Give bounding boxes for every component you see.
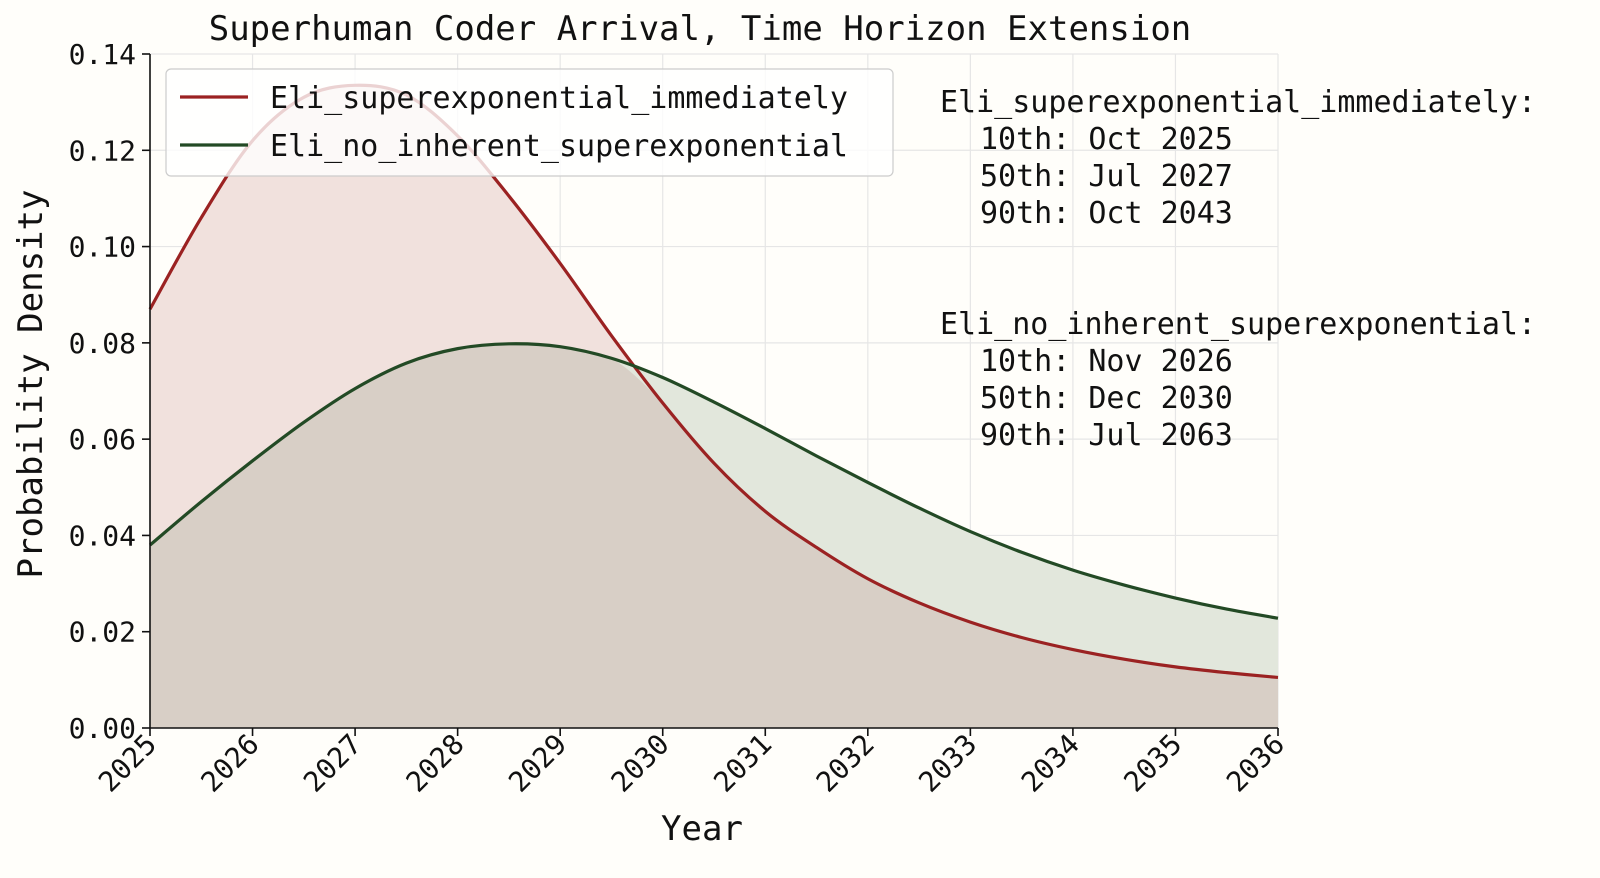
y-tick-label: 0.04 — [69, 519, 136, 552]
y-axis-ticks: 0.00 0.02 0.04 0.06 0.08 0.10 0.12 0.14 — [69, 38, 150, 745]
area-fills — [150, 85, 1278, 728]
annotation-p90-no-inherent: 90th: Jul 2063 — [980, 418, 1233, 453]
x-tick-label: 2036 — [1220, 728, 1291, 799]
annotation-p50-no-inherent: 50th: Dec 2030 — [980, 381, 1233, 416]
x-tick-label: 2029 — [502, 728, 573, 799]
chart-title: Superhuman Coder Arrival, Time Horizon E… — [209, 9, 1192, 49]
y-tick-label: 0.02 — [69, 616, 136, 649]
annotation-heading-no-inherent: Eli_no_inherent_superexponential: — [940, 307, 1536, 342]
area-overlap — [150, 343, 1278, 728]
x-tick-label: 2030 — [605, 728, 676, 799]
x-tick-label: 2028 — [400, 728, 471, 799]
legend-box — [165, 68, 894, 177]
annotation-p10-superexponential: 10th: Oct 2025 — [980, 122, 1233, 157]
x-tick-label: 2027 — [297, 728, 368, 799]
legend-label-no-inherent: Eli_no_inherent_superexponential — [270, 129, 848, 164]
x-tick-label: 2031 — [707, 728, 778, 799]
x-axis-label: Year — [661, 809, 743, 849]
series-line-1 — [148, 342, 1279, 620]
x-tick-label: 2035 — [1117, 728, 1188, 799]
axes — [149, 54, 1278, 729]
x-tick-label: 2033 — [912, 728, 983, 799]
y-tick-label: 0.12 — [69, 134, 136, 167]
y-tick-label: 0.00 — [69, 712, 136, 745]
x-tick-label: 2034 — [1015, 728, 1086, 799]
x-tick-label: 2032 — [810, 728, 881, 799]
percentile-annotations: Eli_superexponential_immediately: 10th: … — [940, 85, 1536, 453]
y-tick-label: 0.08 — [69, 327, 136, 360]
y-tick-label: 0.14 — [69, 38, 136, 71]
y-axis-label: Probability Density — [11, 190, 51, 579]
legend: Eli_superexponential_immediately Eli_no_… — [165, 68, 894, 177]
x-tick-label: 2026 — [194, 728, 265, 799]
x-axis-ticks: 2025 2026 2027 2028 2029 2030 2031 2032 2033 2034… — [92, 728, 1291, 799]
y-tick-label: 0.10 — [69, 231, 136, 264]
y-tick-label: 0.06 — [69, 423, 136, 456]
legend-label-superexponential: Eli_superexponential_immediately — [270, 81, 848, 116]
annotation-p10-no-inherent: 10th: Nov 2026 — [980, 344, 1233, 379]
annotation-heading-superexponential: Eli_superexponential_immediately: — [940, 85, 1536, 120]
annotation-p90-superexponential: 90th: Oct 2043 — [980, 196, 1233, 231]
annotation-p50-superexponential: 50th: Jul 2027 — [980, 159, 1233, 194]
